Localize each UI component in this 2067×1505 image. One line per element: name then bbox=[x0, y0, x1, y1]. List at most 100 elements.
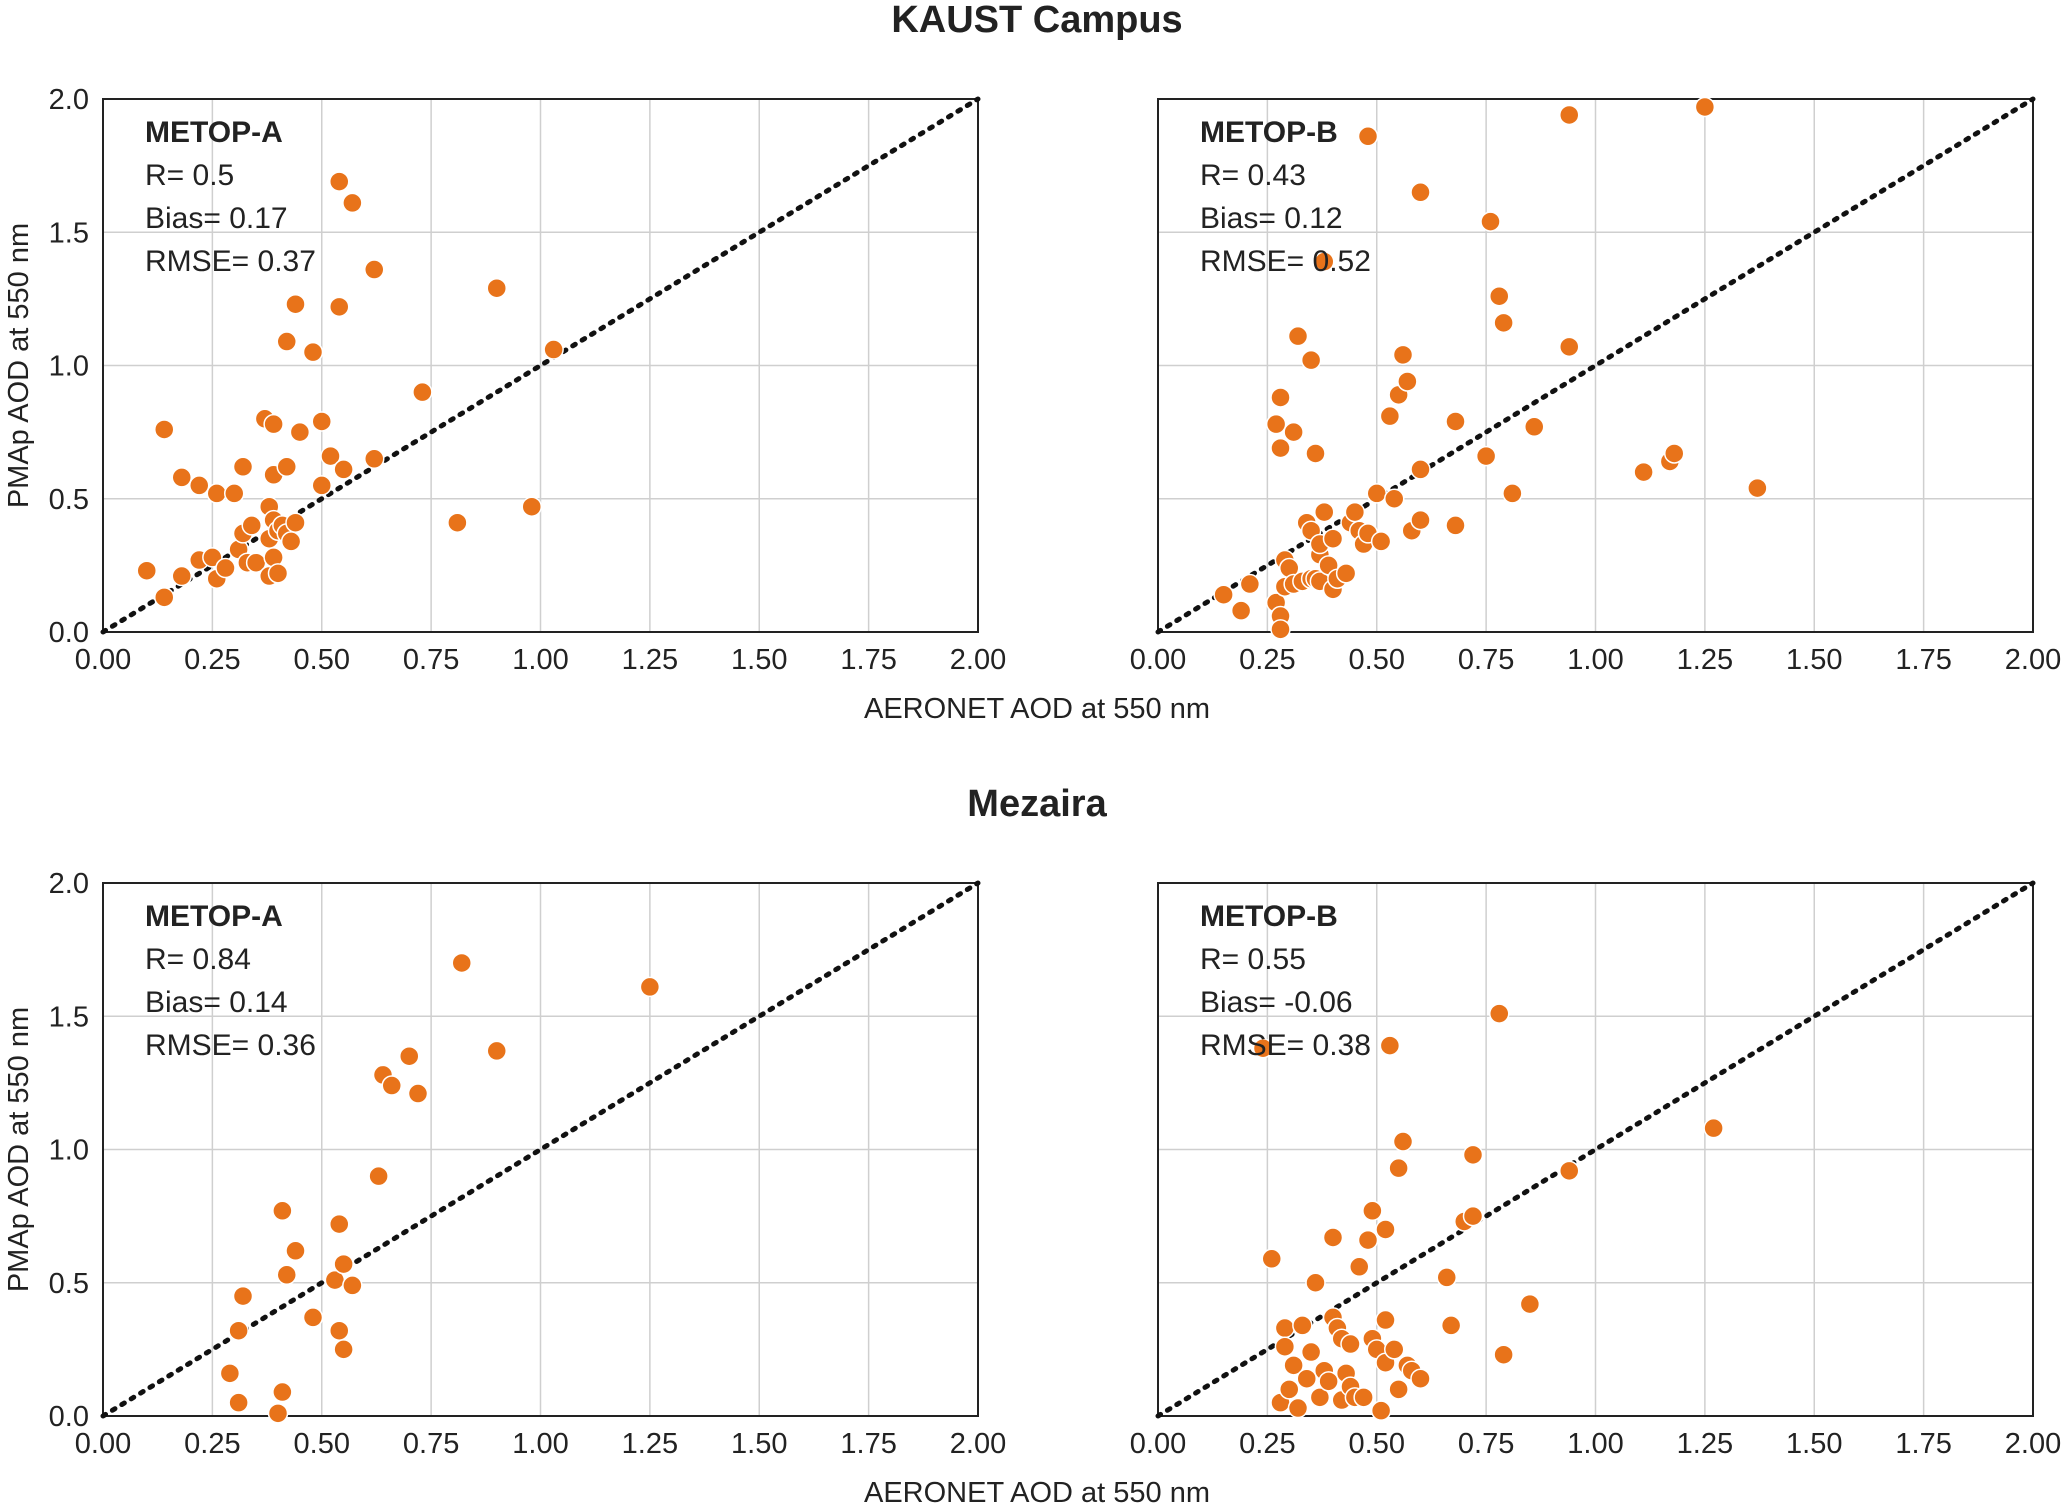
data-point bbox=[329, 296, 350, 318]
data-point bbox=[241, 515, 262, 536]
y-tick-label: 0.0 bbox=[49, 617, 89, 649]
x-tick-label: 0.00 bbox=[75, 1428, 131, 1460]
y-tick-label: 2.0 bbox=[49, 868, 89, 900]
data-point bbox=[1322, 1227, 1344, 1248]
x-tick-label: 1.00 bbox=[512, 1428, 568, 1460]
data-point bbox=[1502, 483, 1523, 504]
x-tick-label: 1.75 bbox=[840, 644, 896, 676]
data-point bbox=[412, 381, 433, 403]
data-point bbox=[1300, 349, 1322, 371]
data-point bbox=[543, 339, 564, 360]
data-point bbox=[1270, 437, 1291, 459]
stat-line: Bias= 0.17 bbox=[145, 202, 288, 235]
x-tick-label: 2.00 bbox=[2005, 1428, 2061, 1460]
stat-line: Bias= 0.12 bbox=[1200, 202, 1343, 235]
data-point bbox=[447, 512, 468, 533]
data-point bbox=[1305, 443, 1326, 464]
x-tick-label: 1.25 bbox=[1677, 644, 1733, 676]
data-point bbox=[1261, 1248, 1282, 1270]
data-point bbox=[263, 413, 284, 435]
data-point bbox=[1296, 1368, 1317, 1389]
data-point bbox=[1379, 405, 1401, 427]
y-tick-label: 2.0 bbox=[49, 84, 89, 116]
data-point bbox=[1357, 126, 1379, 147]
x-tick-label: 0.50 bbox=[1349, 644, 1405, 676]
data-point bbox=[1410, 1368, 1431, 1389]
data-point bbox=[329, 171, 350, 192]
stat-line: RMSE= 0.37 bbox=[145, 245, 316, 278]
data-point bbox=[1694, 96, 1716, 118]
x-tick-label: 1.75 bbox=[840, 1428, 896, 1460]
data-point bbox=[202, 547, 223, 568]
data-point bbox=[1283, 1355, 1304, 1376]
data-point bbox=[1274, 1317, 1296, 1339]
data-point bbox=[1384, 1339, 1405, 1360]
y-tick-label: 1.5 bbox=[49, 217, 89, 249]
stat-line: RMSE= 0.52 bbox=[1200, 245, 1371, 278]
y-axis-label: PMAp AOD at 550 nm bbox=[3, 1007, 35, 1292]
y-tick-label: 0.5 bbox=[49, 484, 89, 516]
x-tick-label: 1.50 bbox=[731, 644, 787, 676]
data-point bbox=[1252, 1037, 1274, 1059]
section-title-mezaira: Mezaira bbox=[967, 783, 1107, 825]
data-point bbox=[1309, 1387, 1331, 1408]
y-tick-label: 1.5 bbox=[49, 1001, 89, 1033]
stat-line: RMSE= 0.38 bbox=[1200, 1029, 1371, 1062]
data-point bbox=[333, 1253, 354, 1275]
data-point bbox=[1392, 344, 1414, 366]
data-point bbox=[272, 1381, 293, 1403]
data-point bbox=[1362, 1200, 1383, 1222]
data-point bbox=[189, 475, 210, 496]
x-tick-label: 0.50 bbox=[294, 644, 350, 676]
data-point bbox=[171, 467, 192, 488]
data-point bbox=[171, 565, 192, 587]
data-point bbox=[1265, 413, 1287, 435]
data-point bbox=[228, 1392, 249, 1413]
data-point bbox=[1559, 1160, 1580, 1182]
data-point bbox=[1370, 531, 1392, 552]
data-point bbox=[329, 1320, 350, 1341]
plot-frame bbox=[102, 98, 979, 633]
data-point bbox=[486, 277, 507, 299]
data-point bbox=[267, 563, 289, 584]
data-point bbox=[407, 1083, 429, 1104]
data-point bbox=[1314, 501, 1335, 523]
data-point bbox=[1239, 573, 1261, 595]
data-point bbox=[224, 483, 245, 504]
data-point bbox=[1357, 1229, 1379, 1251]
x-tick-label: 0.75 bbox=[403, 644, 459, 676]
x-tick-label: 2.00 bbox=[950, 1428, 1006, 1460]
data-point bbox=[1747, 477, 1768, 499]
stat-line: R= 0.5 bbox=[145, 159, 234, 192]
data-point bbox=[1475, 445, 1497, 467]
stat-line: R= 0.84 bbox=[145, 943, 251, 976]
y-axis-label: PMAp AOD at 550 nm bbox=[3, 223, 35, 508]
data-point bbox=[1270, 387, 1291, 408]
data-point bbox=[1322, 528, 1344, 549]
y-tick-label: 0.0 bbox=[49, 1401, 89, 1433]
stat-line: Bias= -0.06 bbox=[1200, 986, 1353, 1019]
data-point bbox=[206, 483, 227, 504]
data-point bbox=[280, 531, 302, 552]
data-point bbox=[1335, 563, 1357, 584]
data-point bbox=[1703, 1117, 1724, 1139]
data-point bbox=[1559, 104, 1580, 126]
stat-line: RMSE= 0.36 bbox=[145, 1029, 316, 1062]
data-point bbox=[276, 331, 297, 352]
data-point bbox=[1462, 1144, 1484, 1166]
data-point bbox=[1436, 1267, 1457, 1288]
data-point bbox=[1524, 416, 1545, 438]
x-tick-label: 0.00 bbox=[1130, 644, 1186, 676]
data-point bbox=[1305, 1272, 1326, 1293]
x-tick-label: 1.00 bbox=[1567, 1428, 1623, 1460]
panel-mezaira-metop-a: 0.00 0.25 0.50 0.75 1.00 1.25 1.50 1.75 2.00 0.0 0… bbox=[3, 868, 1006, 1460]
x-tick-label: 0.00 bbox=[1130, 1428, 1186, 1460]
data-point bbox=[1375, 1219, 1396, 1240]
data-point bbox=[276, 1264, 297, 1286]
data-point bbox=[333, 1339, 354, 1360]
x-tick-label: 1.50 bbox=[1786, 1428, 1842, 1460]
data-point bbox=[1300, 1341, 1322, 1363]
data-point bbox=[285, 1240, 306, 1262]
x-tick-label: 1.75 bbox=[1895, 1428, 1951, 1460]
